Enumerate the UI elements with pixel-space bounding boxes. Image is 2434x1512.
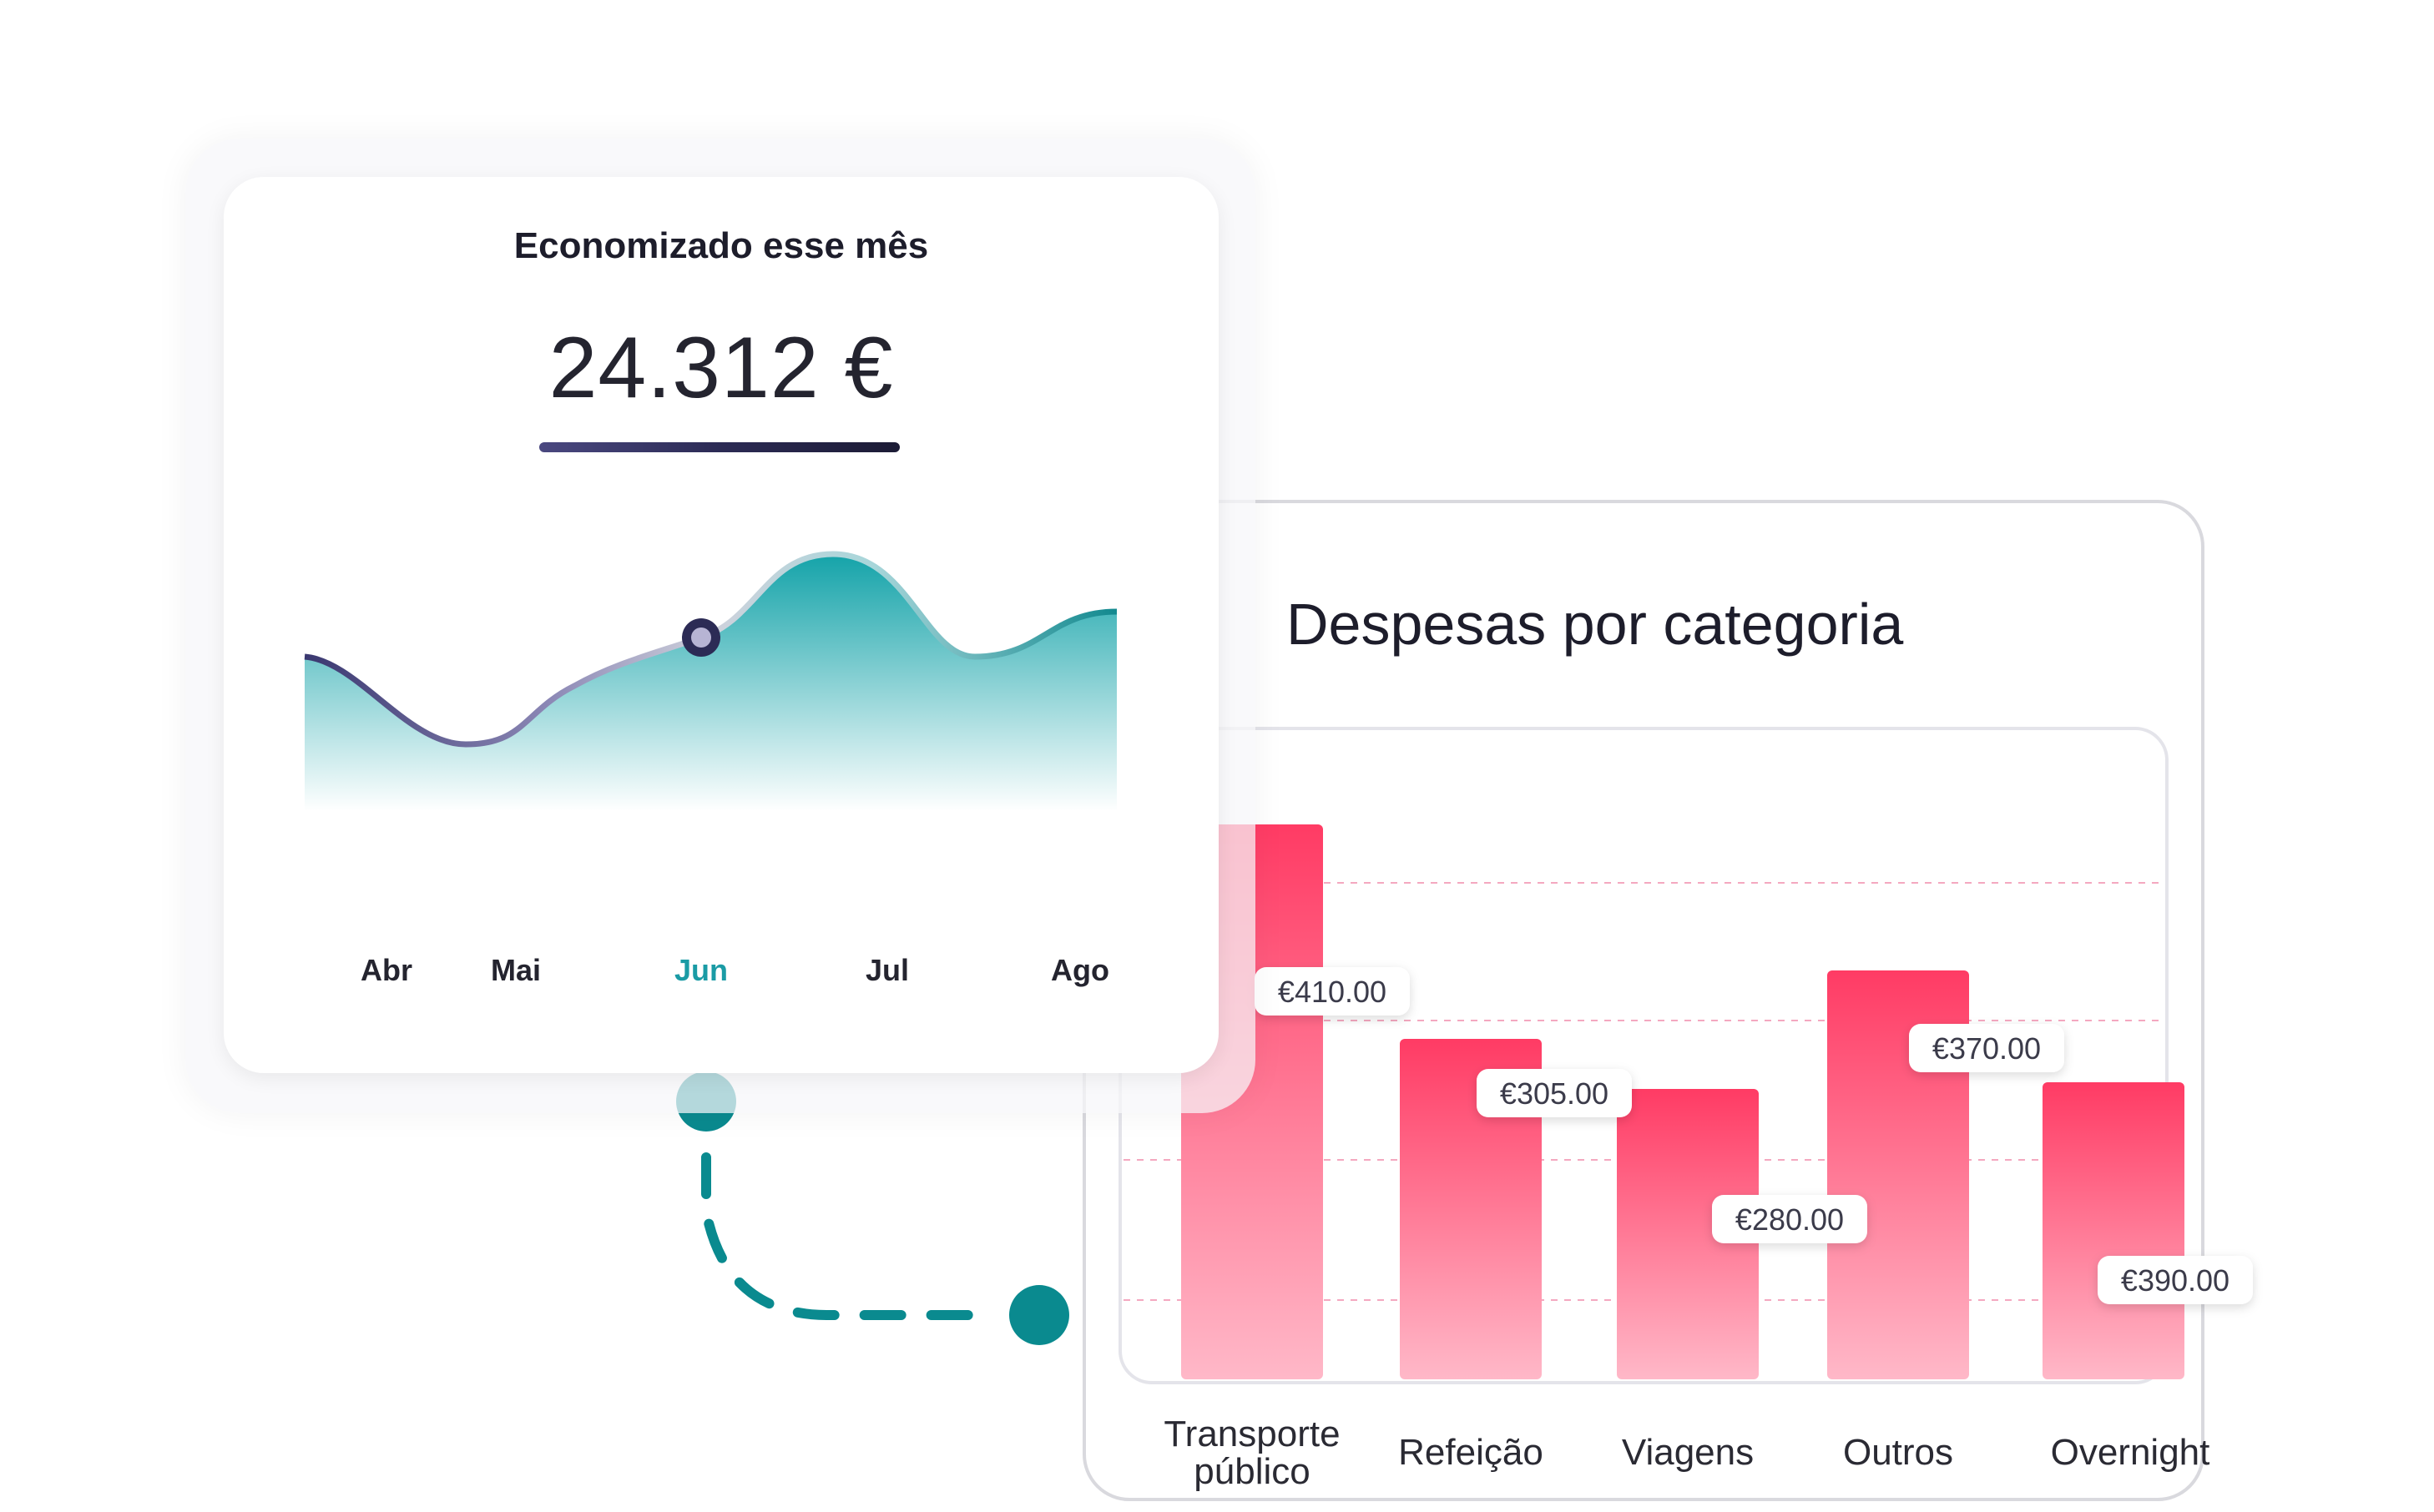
bar-2 <box>1617 1089 1759 1379</box>
category-label: Viagens <box>1622 1432 1754 1473</box>
area-fill <box>305 554 1117 811</box>
month-label-jun[interactable]: Jun <box>674 953 728 987</box>
savings-card-frame: Economizado esse mês 24.312 € <box>185 139 1255 1113</box>
month-label-mai[interactable]: Mai <box>491 953 541 987</box>
expenses-bar-chart: €410.00 €305.00 €280.00 €370.00 €390.00 Tran… <box>1124 824 2253 1492</box>
category-label: Transporte <box>1164 1414 1340 1454</box>
category-label: Overnight <box>2051 1432 2210 1473</box>
bar-4 <box>2043 1082 2184 1379</box>
connector-end-dot <box>1009 1285 1069 1345</box>
value-pill <box>1477 1069 1632 1117</box>
savings-amount: 24.312 € <box>548 320 894 416</box>
bar-3 <box>1827 970 1969 1379</box>
month-label-ago[interactable]: Ago <box>1051 953 1109 987</box>
savings-card: Economizado esse mês 24.312 € <box>224 177 1219 1073</box>
expenses-title: Despesas por categoria <box>1286 592 1904 657</box>
bar-1 <box>1400 1039 1542 1379</box>
savings-title: Economizado esse mês <box>513 225 929 266</box>
value-pill <box>1909 1024 2064 1072</box>
amount-underline <box>539 442 900 452</box>
month-label-jul[interactable]: Jul <box>866 953 909 987</box>
category-label: público <box>1194 1451 1310 1492</box>
category-label: Outros <box>1843 1432 1953 1473</box>
bar-value-label: €390.00 <box>2121 1263 2229 1298</box>
highlight-point-inner <box>691 627 711 648</box>
savings-area-chart: Abr Mai Jun Jul Ago <box>304 551 1118 987</box>
bar-value-label: €370.00 <box>1932 1031 2041 1066</box>
bar-value-label: €305.00 <box>1500 1076 1608 1111</box>
expenses-card: Despesas por categoria €410.00 €305.00 €28… <box>1083 500 2253 1501</box>
category-label: Refeição <box>1398 1432 1543 1473</box>
month-label-abr[interactable]: Abr <box>361 953 412 987</box>
bar-value-label: €410.00 <box>1278 975 1386 1009</box>
bar-value-label: €280.00 <box>1735 1202 1844 1237</box>
value-pill <box>2098 1256 2253 1304</box>
value-pill <box>1255 967 1410 1016</box>
value-pill <box>1712 1195 1867 1243</box>
